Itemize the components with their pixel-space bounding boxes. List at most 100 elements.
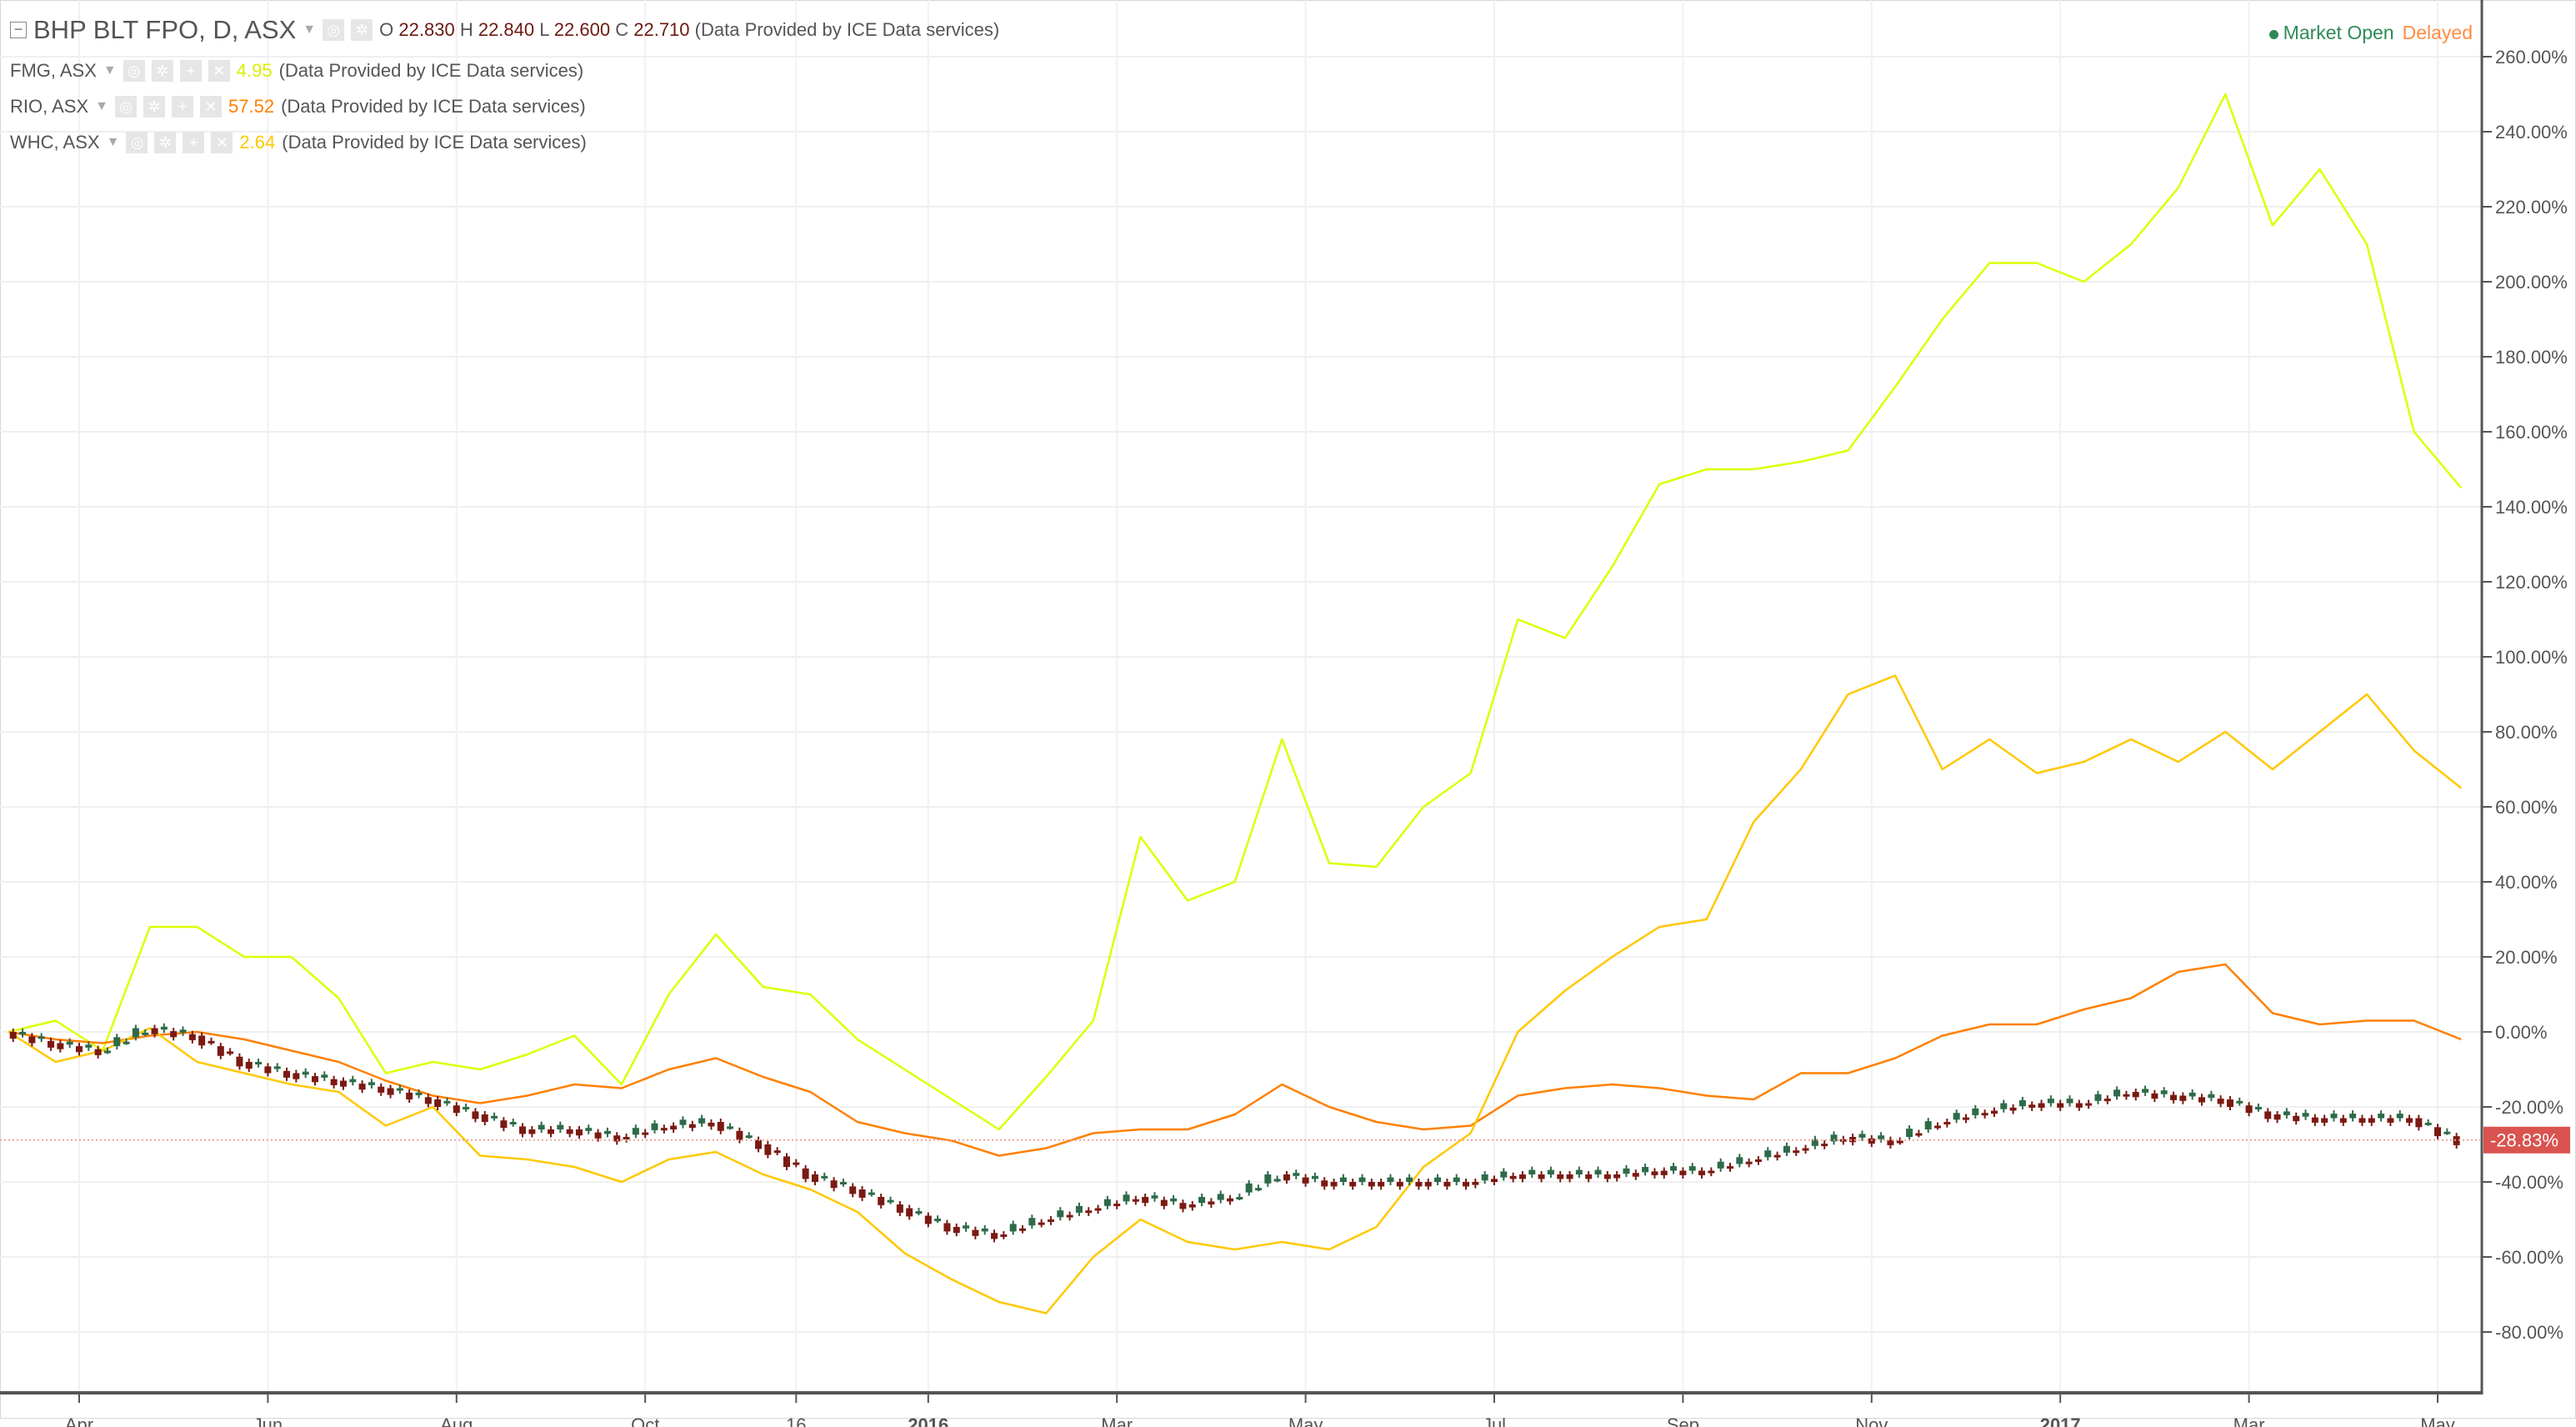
collapse-icon[interactable]: − — [10, 22, 27, 38]
candle — [1566, 1171, 1573, 1183]
candle — [123, 1038, 130, 1045]
candle — [717, 1119, 724, 1134]
chevron-down-icon[interactable]: ▼ — [95, 99, 108, 113]
candle — [2378, 1110, 2385, 1122]
candle — [9, 1029, 17, 1043]
x-tick-label: 2016 — [908, 1414, 948, 1427]
candle — [396, 1084, 403, 1094]
candle — [1509, 1172, 1517, 1183]
gear-icon[interactable]: ✲ — [143, 96, 165, 118]
compare-value: 4.95 — [236, 60, 273, 81]
candle — [273, 1063, 281, 1073]
candle — [1349, 1179, 1357, 1190]
series-layer — [8, 93, 2463, 1314]
candle — [2415, 1114, 2423, 1131]
candle — [1557, 1171, 1564, 1183]
candle — [1727, 1163, 1733, 1172]
main-symbol[interactable]: BHP BLT FPO, D, ASX — [33, 15, 297, 44]
gear-icon[interactable]: ✲ — [151, 60, 173, 82]
close-icon[interactable]: ✕ — [208, 60, 230, 82]
candle — [2453, 1133, 2460, 1149]
candle — [878, 1194, 885, 1209]
gear-icon[interactable]: ✲ — [351, 19, 373, 41]
candle — [745, 1132, 753, 1139]
candle — [2264, 1108, 2272, 1123]
candle — [509, 1119, 517, 1127]
candle — [463, 1104, 470, 1112]
candle — [358, 1080, 366, 1094]
chevron-down-icon[interactable]: ▼ — [103, 63, 117, 78]
candle — [415, 1089, 423, 1099]
candle — [773, 1147, 781, 1155]
y-tick-label: 260.00% — [2495, 47, 2568, 68]
series-line-fmg — [8, 93, 2463, 1131]
candle — [963, 1222, 970, 1232]
candle — [1443, 1179, 1451, 1190]
candle — [2103, 1095, 2111, 1104]
y-tick-label: 140.00% — [2495, 497, 2568, 518]
candle — [2018, 1096, 2026, 1110]
chevron-down-icon[interactable]: ▼ — [303, 23, 317, 37]
visibility-icon[interactable]: ◎ — [126, 132, 148, 153]
candle — [1632, 1169, 1639, 1180]
compare-series-legend: RIO, ASX ▼ ◎ ✲ + ✕ 57.52 (Data Provided … — [10, 96, 586, 118]
x-tick-label: Jun — [253, 1414, 283, 1427]
compare-symbol[interactable]: RIO, ASX — [10, 96, 89, 117]
candle — [548, 1126, 554, 1138]
x-tick-label: Mar — [1101, 1414, 1133, 1427]
candle — [1594, 1166, 1602, 1178]
candle — [1245, 1179, 1253, 1196]
candle — [378, 1083, 385, 1096]
ohlc-open-label: O — [379, 19, 394, 40]
add-icon[interactable]: + — [183, 132, 205, 153]
candle — [1028, 1214, 1036, 1229]
compare-symbol[interactable]: WHC, ASX — [10, 132, 100, 153]
y-tick-label: 200.00% — [2495, 272, 2568, 293]
candle — [1132, 1195, 1139, 1205]
candle — [2396, 1110, 2403, 1122]
y-tick-label: -40.00% — [2495, 1172, 2563, 1193]
candle — [1085, 1207, 1093, 1216]
candle — [2142, 1085, 2149, 1096]
candle — [19, 1029, 27, 1038]
candle — [1047, 1216, 1054, 1225]
candle — [1179, 1199, 1187, 1213]
candle — [642, 1129, 649, 1139]
candle — [953, 1224, 960, 1237]
price-axis[interactable]: -80.00% -60.00% -40.00% -20.00% 0.00% 20.00% 4… — [2480, 0, 2568, 1394]
candle — [1378, 1179, 1385, 1190]
visibility-icon[interactable]: ◎ — [115, 96, 137, 118]
grid-lines — [0, 0, 2482, 1393]
candle — [783, 1153, 790, 1170]
candle — [2123, 1090, 2130, 1100]
candle — [472, 1108, 479, 1123]
y-tick-label: 0.00% — [2495, 1022, 2547, 1043]
candle — [1528, 1166, 1536, 1178]
chevron-down-icon[interactable]: ▼ — [106, 135, 120, 149]
time-axis[interactable]: Apr Jun Aug Oct 16 2016 Mar May Jul Sep Nov 2017 Mar… — [0, 1391, 2482, 1427]
candle — [85, 1041, 93, 1051]
gear-icon[interactable]: ✲ — [154, 132, 177, 153]
candle — [1415, 1179, 1423, 1190]
candle — [538, 1121, 545, 1133]
close-icon[interactable]: ✕ — [211, 132, 233, 153]
add-icon[interactable]: + — [172, 96, 193, 118]
data-provider: (Data Provided by ICE Data services) — [278, 60, 584, 81]
candle — [2188, 1089, 2196, 1100]
candle — [236, 1053, 243, 1070]
candle — [312, 1073, 318, 1086]
candle — [2113, 1086, 2121, 1100]
close-icon[interactable]: ✕ — [200, 96, 222, 118]
candle — [2047, 1095, 2054, 1107]
visibility-icon[interactable]: ◎ — [123, 60, 145, 82]
candle — [2198, 1094, 2205, 1106]
compare-symbol[interactable]: FMG, ASX — [10, 60, 97, 81]
candle — [2434, 1124, 2441, 1140]
candle — [2245, 1102, 2253, 1117]
candle — [868, 1189, 875, 1197]
add-icon[interactable]: + — [179, 60, 202, 82]
candle — [2066, 1095, 2073, 1107]
candle — [1651, 1168, 1658, 1179]
visibility-icon[interactable]: ◎ — [323, 19, 345, 41]
